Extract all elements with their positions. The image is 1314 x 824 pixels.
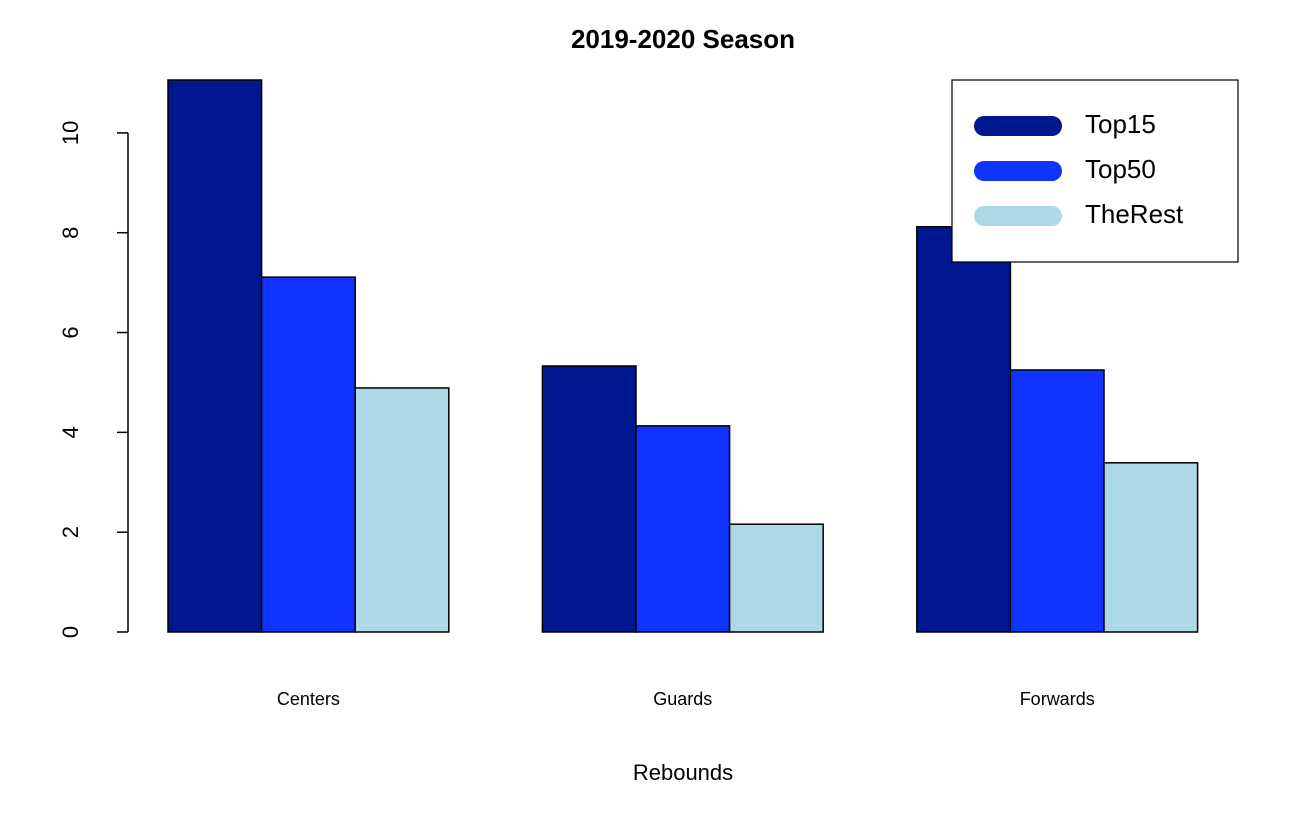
bar (260, 276, 356, 633)
y-tick-label: 2 (58, 526, 83, 538)
y-tick-label: 6 (58, 326, 83, 338)
x-tick-label: Guards (653, 689, 712, 709)
y-tick-label: 4 (58, 426, 83, 438)
x-tick-label: Forwards (1020, 689, 1095, 709)
y-tick-label: 8 (58, 227, 83, 239)
legend-label: TheRest (1085, 199, 1184, 229)
bar (635, 425, 731, 633)
legend-label: Top15 (1085, 109, 1156, 139)
x-tick-label: Centers (277, 689, 340, 709)
bar (916, 225, 1012, 633)
chart-title: 2019-2020 Season (571, 24, 795, 54)
bar (167, 79, 263, 633)
bar (1103, 462, 1199, 633)
bar (354, 387, 450, 633)
legend-label: Top50 (1085, 154, 1156, 184)
x-axis-label: Rebounds (633, 760, 733, 785)
bar (541, 365, 637, 633)
bar (728, 523, 824, 633)
y-tick-label: 0 (58, 626, 83, 638)
legend-box (951, 79, 1239, 263)
bar (1009, 369, 1105, 633)
y-tick-label: 10 (58, 121, 83, 145)
